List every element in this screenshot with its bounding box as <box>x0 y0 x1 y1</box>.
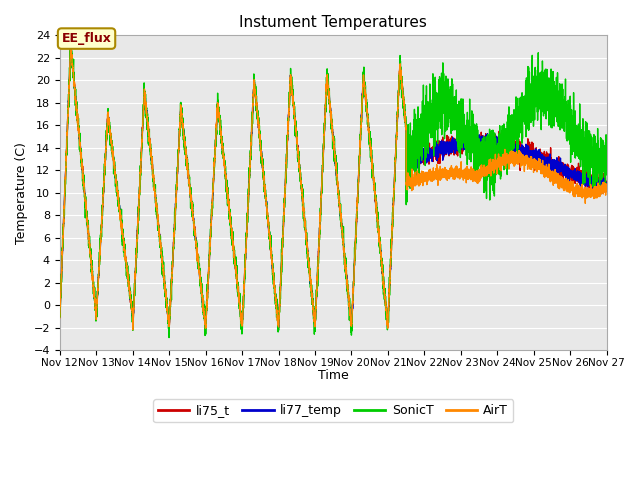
Legend: li75_t, li77_temp, SonicT, AirT: li75_t, li77_temp, SonicT, AirT <box>153 399 513 422</box>
X-axis label: Time: Time <box>318 369 349 382</box>
Y-axis label: Temperature (C): Temperature (C) <box>15 142 28 244</box>
Text: EE_flux: EE_flux <box>61 32 111 45</box>
Title: Instument Temperatures: Instument Temperatures <box>239 15 427 30</box>
